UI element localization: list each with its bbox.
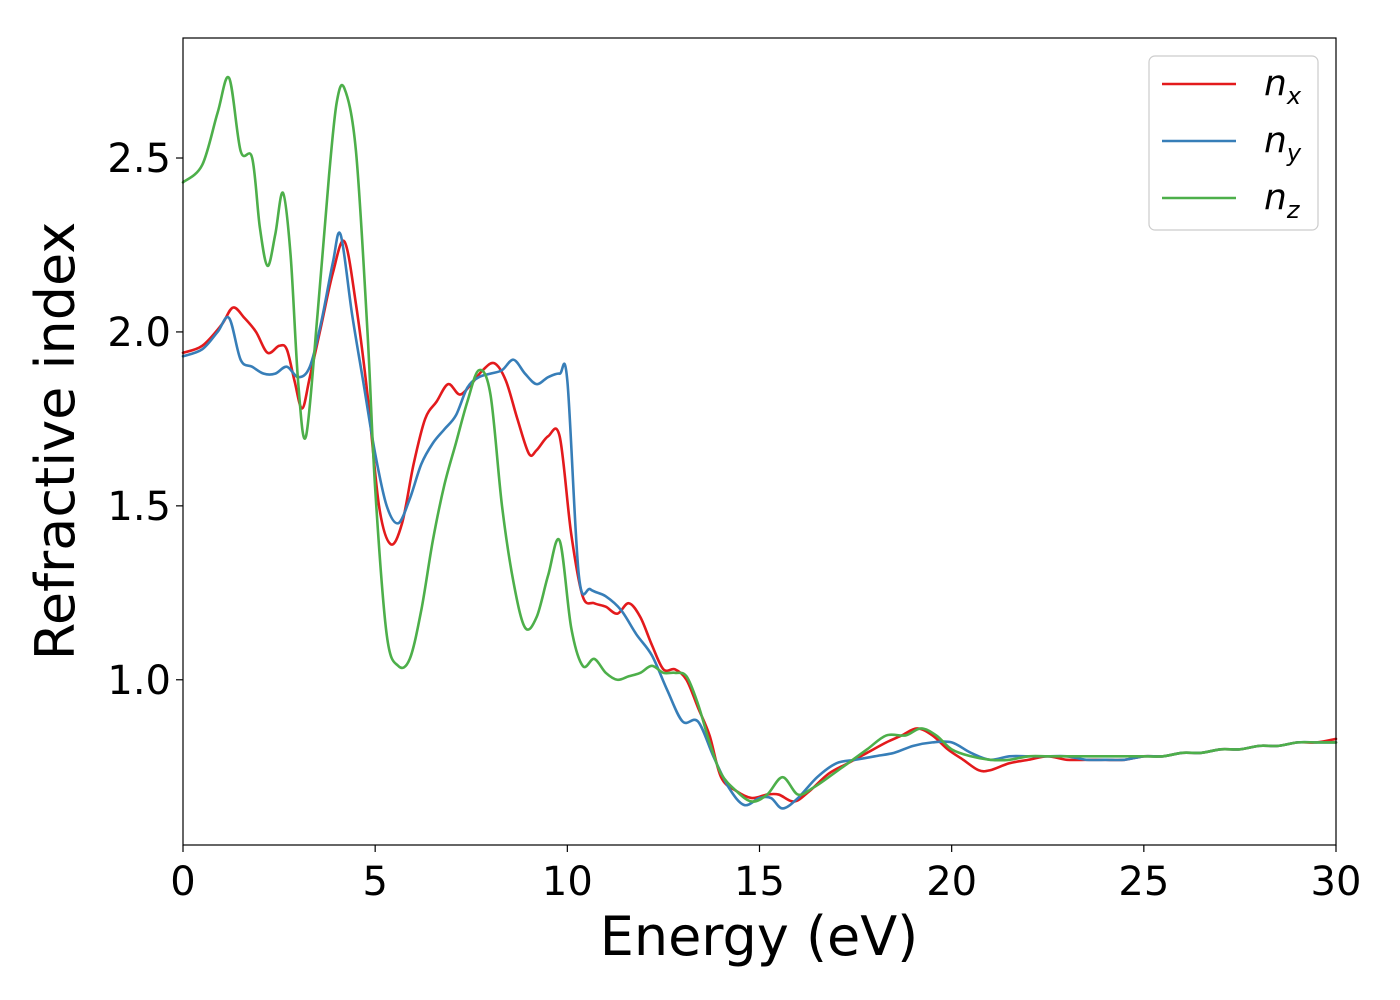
x-axis-title: Energy (eV)	[600, 905, 919, 968]
series-line-ny	[181, 231, 1338, 810]
plot-lines	[181, 75, 1338, 810]
y-axis: 1.0 1.5 2.0 2.5	[107, 136, 183, 704]
y-tick-label: 2.5	[107, 136, 171, 182]
x-tick-label: 30	[1311, 859, 1362, 905]
y-tick-label: 1.5	[107, 484, 171, 530]
legend-box	[1148, 55, 1319, 231]
x-tick-label: 15	[734, 859, 785, 905]
x-tick-label: 5	[362, 859, 387, 905]
y-tick-label: 2.0	[107, 310, 171, 356]
x-tick-label: 20	[926, 859, 977, 905]
series-line-nz	[181, 75, 1338, 803]
x-tick-label: 0	[170, 859, 195, 905]
x-tick-label: 25	[1118, 859, 1169, 905]
y-axis-title: Refractive index	[24, 222, 87, 661]
y-tick-label: 1.0	[107, 658, 171, 704]
x-axis: 0 5 10 15 20 25 30	[170, 845, 1361, 905]
x-tick-label: 10	[542, 859, 593, 905]
